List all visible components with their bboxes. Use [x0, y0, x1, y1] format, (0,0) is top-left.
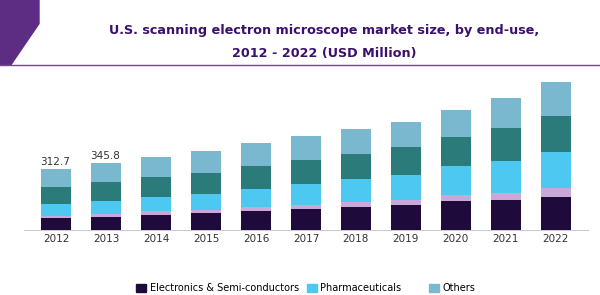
- Bar: [41, 216, 71, 218]
- Legend: Electronics & Semi-conductors, Automobiles, Pharmaceuticals, Steel & other metal: Electronics & Semi-conductors, Automobil…: [133, 280, 479, 295]
- Bar: [91, 163, 121, 182]
- Bar: [241, 143, 271, 166]
- Bar: [41, 218, 71, 230]
- Bar: [91, 182, 121, 201]
- Bar: [291, 136, 321, 160]
- Bar: [541, 188, 571, 197]
- Bar: [391, 122, 421, 147]
- Bar: [391, 147, 421, 175]
- Bar: [141, 212, 171, 214]
- Bar: [441, 166, 471, 195]
- Bar: [341, 207, 371, 230]
- Bar: [291, 184, 321, 205]
- Bar: [391, 175, 421, 200]
- Bar: [491, 128, 521, 160]
- Bar: [441, 201, 471, 230]
- Bar: [441, 110, 471, 137]
- Bar: [91, 214, 121, 217]
- Bar: [441, 195, 471, 201]
- Bar: [191, 194, 221, 209]
- Bar: [191, 151, 221, 173]
- Bar: [541, 116, 571, 152]
- Bar: [491, 200, 521, 230]
- Bar: [141, 157, 171, 178]
- Bar: [341, 202, 371, 207]
- Text: 2012 - 2022 (USD Million): 2012 - 2022 (USD Million): [232, 47, 416, 60]
- Bar: [341, 179, 371, 202]
- Bar: [191, 173, 221, 194]
- Bar: [41, 169, 71, 187]
- Bar: [141, 214, 171, 230]
- Bar: [241, 189, 271, 207]
- Bar: [541, 197, 571, 230]
- Bar: [91, 217, 121, 230]
- Bar: [241, 207, 271, 211]
- Bar: [141, 178, 171, 197]
- Text: 312.7: 312.7: [40, 157, 70, 167]
- Bar: [241, 166, 271, 189]
- Bar: [491, 98, 521, 128]
- Text: 345.8: 345.8: [91, 151, 120, 161]
- Bar: [91, 201, 121, 214]
- Bar: [141, 197, 171, 212]
- Bar: [491, 160, 521, 193]
- Bar: [391, 200, 421, 205]
- Bar: [41, 187, 71, 204]
- Bar: [291, 160, 321, 184]
- Bar: [241, 211, 271, 230]
- Bar: [491, 193, 521, 200]
- Bar: [391, 205, 421, 230]
- Bar: [541, 82, 571, 116]
- Text: U.S. scanning electron microscope market size, by end-use,: U.S. scanning electron microscope market…: [109, 24, 539, 37]
- Bar: [191, 213, 221, 230]
- Bar: [191, 209, 221, 213]
- Bar: [441, 137, 471, 166]
- Bar: [41, 204, 71, 216]
- Bar: [341, 129, 371, 154]
- Bar: [291, 209, 321, 230]
- Bar: [541, 152, 571, 188]
- Bar: [341, 154, 371, 179]
- Bar: [291, 205, 321, 209]
